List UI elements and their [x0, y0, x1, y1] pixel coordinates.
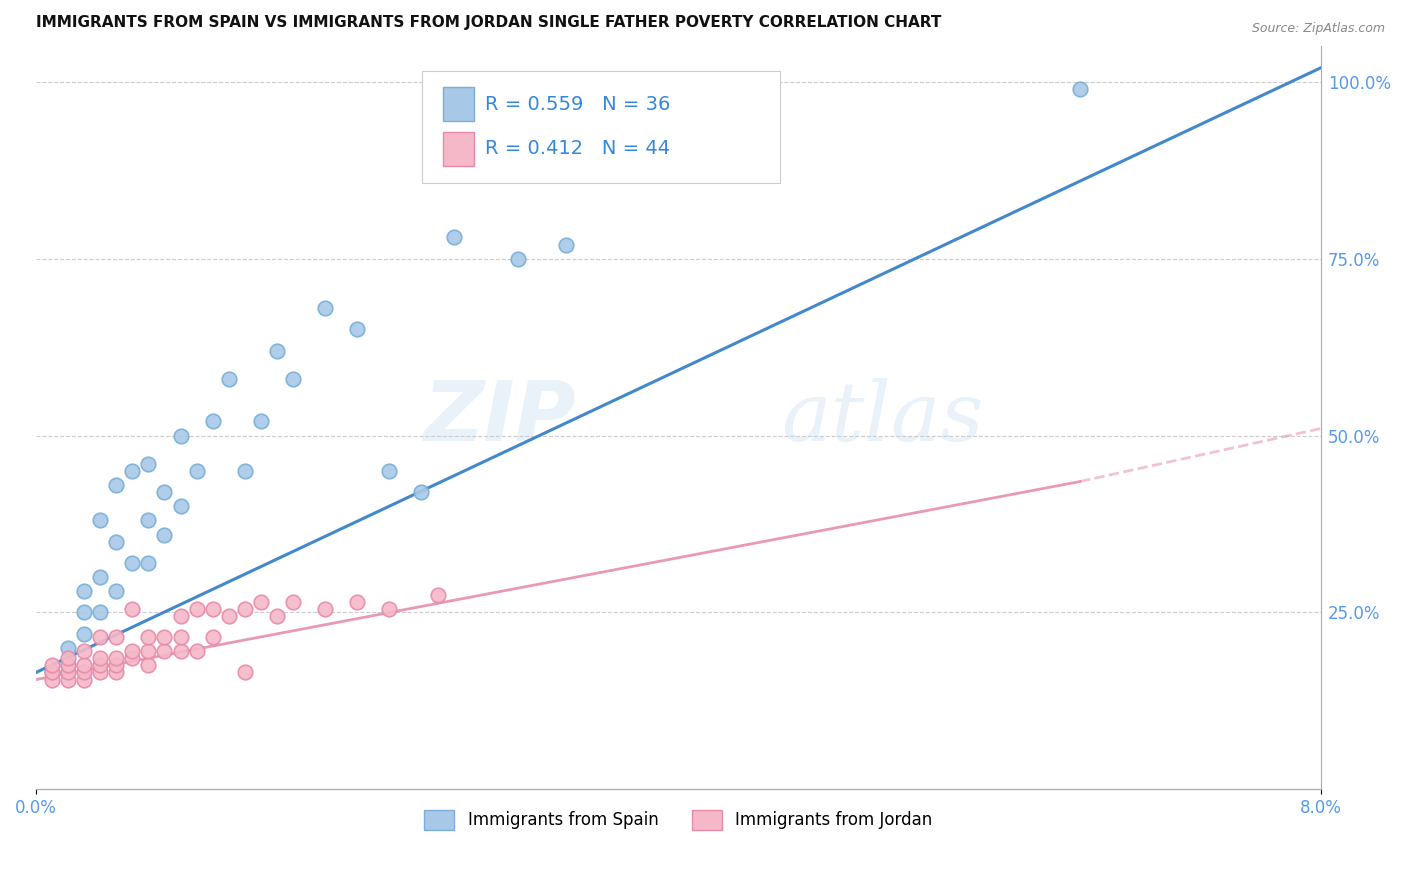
Point [89, 651, 111, 665]
Point [138, 658, 160, 673]
Point [250, 595, 273, 609]
Point [73, 665, 96, 680]
Point [266, 608, 288, 623]
Point [121, 464, 143, 478]
Point [186, 602, 208, 616]
Point [1069, 82, 1091, 96]
Point [89, 513, 111, 527]
Point [555, 237, 578, 252]
Point [346, 595, 368, 609]
Point [89, 665, 111, 680]
Text: Source: ZipAtlas.com: Source: ZipAtlas.com [1251, 22, 1385, 36]
Point [56, 640, 79, 655]
Text: atlas: atlas [782, 378, 984, 458]
Point [169, 630, 191, 644]
Point [73, 584, 96, 599]
Text: R = 0.412   N = 44: R = 0.412 N = 44 [485, 139, 671, 159]
Legend: Immigrants from Spain, Immigrants from Jordan: Immigrants from Spain, Immigrants from J… [418, 803, 939, 837]
Point [56, 658, 79, 673]
Point [89, 658, 111, 673]
Point [105, 651, 128, 665]
Point [314, 301, 336, 315]
Point [73, 658, 96, 673]
Point [153, 630, 176, 644]
Point [201, 630, 224, 644]
Point [443, 230, 465, 244]
Point [73, 644, 96, 658]
Point [56, 665, 79, 680]
Point [169, 608, 191, 623]
Point [138, 630, 160, 644]
Point [138, 556, 160, 570]
Point [41, 665, 63, 680]
Point [89, 630, 111, 644]
Point [138, 457, 160, 471]
Text: IMMIGRANTS FROM SPAIN VS IMMIGRANTS FROM JORDAN SINGLE FATHER POVERTY CORRELATIO: IMMIGRANTS FROM SPAIN VS IMMIGRANTS FROM… [37, 15, 941, 30]
Point [89, 606, 111, 620]
Point [233, 602, 256, 616]
Point [121, 651, 143, 665]
Point [121, 644, 143, 658]
Point [186, 644, 208, 658]
Point [314, 602, 336, 616]
Point [73, 626, 96, 640]
Point [121, 602, 143, 616]
Point [378, 464, 401, 478]
Point [41, 658, 63, 673]
Point [346, 322, 368, 336]
Point [105, 658, 128, 673]
Point [105, 478, 128, 492]
Point [105, 584, 128, 599]
Point [186, 464, 208, 478]
Point [266, 343, 288, 358]
Text: R = 0.559   N = 36: R = 0.559 N = 36 [485, 95, 671, 114]
Point [201, 602, 224, 616]
Text: ZIP: ZIP [423, 377, 575, 458]
Point [378, 602, 401, 616]
Point [169, 644, 191, 658]
Point [411, 485, 433, 500]
Point [105, 665, 128, 680]
Point [138, 644, 160, 658]
Point [56, 673, 79, 687]
Point [201, 414, 224, 428]
Point [169, 500, 191, 514]
Point [73, 606, 96, 620]
Point [41, 673, 63, 687]
Point [153, 527, 176, 541]
Point [281, 372, 304, 386]
Point [56, 658, 79, 673]
Point [73, 673, 96, 687]
Point [138, 513, 160, 527]
Point [426, 588, 449, 602]
Point [105, 630, 128, 644]
Point [506, 252, 529, 266]
Point [250, 414, 273, 428]
Point [153, 485, 176, 500]
Point [218, 372, 240, 386]
Point [169, 428, 191, 442]
Point [41, 665, 63, 680]
Point [121, 556, 143, 570]
Point [233, 464, 256, 478]
Point [153, 644, 176, 658]
Point [281, 595, 304, 609]
Point [218, 608, 240, 623]
Point [56, 651, 79, 665]
Point [233, 665, 256, 680]
Point [89, 570, 111, 584]
Point [105, 534, 128, 549]
